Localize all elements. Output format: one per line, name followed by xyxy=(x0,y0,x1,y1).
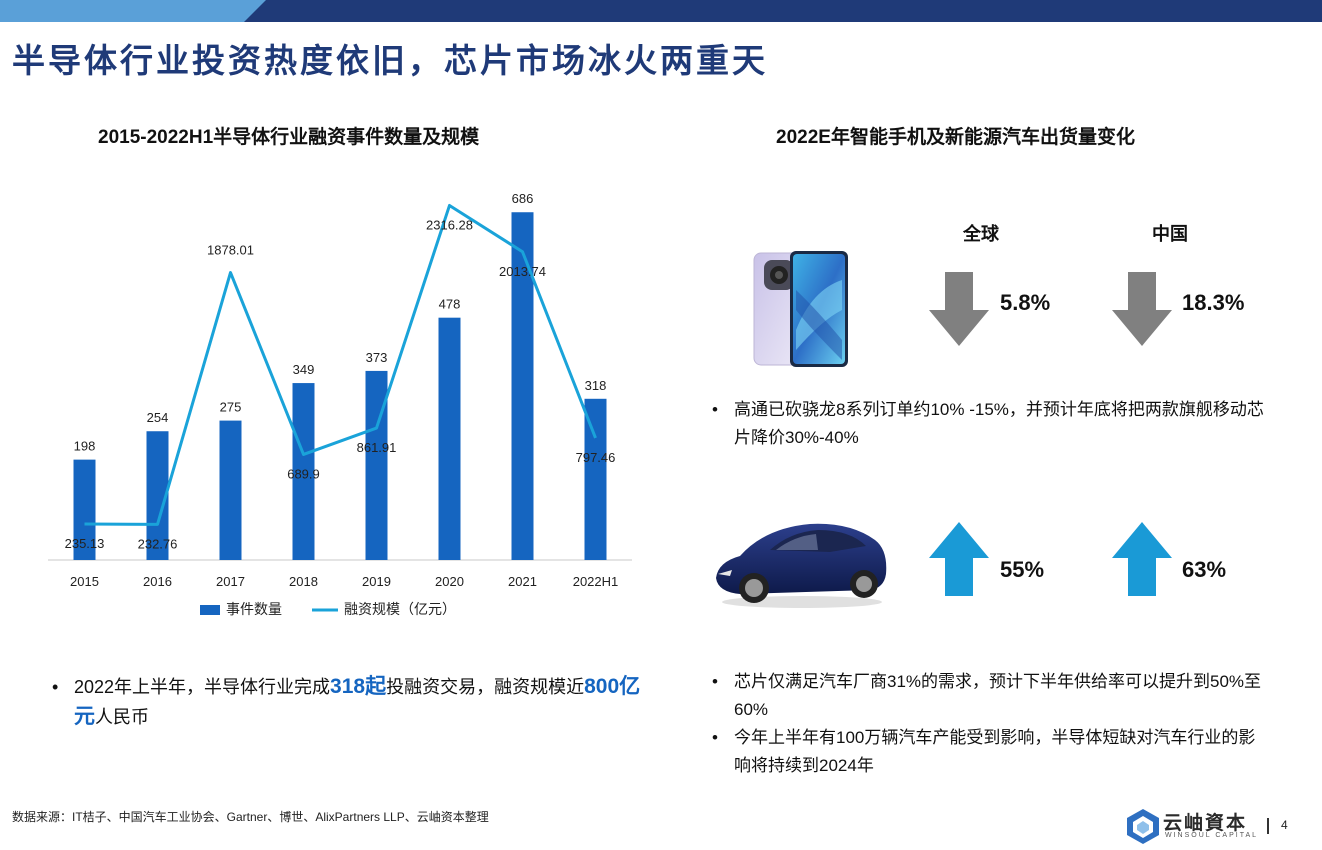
x-tick-2016: 2016 xyxy=(143,574,172,589)
car-bullet-text-2: 今年上半年有100万辆汽车产能受到影响，半导体短缺对汽车行业的影响将持续到202… xyxy=(734,728,1256,775)
line-label-2015: 235.13 xyxy=(65,536,105,551)
global-column-label: 全球 xyxy=(963,224,999,244)
top-banner xyxy=(0,0,1322,22)
car-bullet-item-2: • 今年上半年有100万辆汽车产能受到影响，半导体短缺对汽车行业的影响将持续到2… xyxy=(712,724,1272,780)
car-bullet-item-1: • 芯片仅满足汽车厂商31%的需求，预计下半年供给率可以提升到50%至60% xyxy=(712,668,1272,724)
line-label-2021: 2013.74 xyxy=(499,264,546,279)
bar-label-2017: 275 xyxy=(220,400,242,415)
electric-car-icon xyxy=(716,523,887,608)
top-banner-accent-tip xyxy=(244,0,266,22)
logo-text-cn: 云岫資本 xyxy=(1163,813,1248,834)
x-tick-2022H1: 2022H1 xyxy=(573,574,619,589)
logo-text-en: WINSOUL CAPITAL xyxy=(1165,832,1259,839)
car-bullet-text-1: 芯片仅满足汽车厂商31%的需求，预计下半年供给率可以提升到50%至60% xyxy=(734,672,1262,719)
x-tick-2015: 2015 xyxy=(70,574,99,589)
page-title: 半导体行业投资热度依旧，芯片市场冰火两重天 xyxy=(12,42,768,79)
left-bullet: • 2022年上半年，半导体行业完成318起投融资交易，融资规模近800亿元人民… xyxy=(52,672,652,732)
china-ev-change: 63% xyxy=(1182,557,1227,582)
bullet-dot: • xyxy=(712,728,718,747)
bullet-dot: • xyxy=(52,677,59,697)
bar-label-2019: 373 xyxy=(366,350,388,365)
page-number-separator xyxy=(1267,818,1269,834)
bullet-text-part1: 2022年上半年，半导体行业完成 xyxy=(74,677,331,697)
x-tick-2018: 2018 xyxy=(289,574,318,589)
line-label-2019: 861.91 xyxy=(357,440,397,455)
bar-2017 xyxy=(219,420,242,560)
logo-mark-icon xyxy=(1127,809,1159,844)
financing-combo-chart: 198 254 275 349 373 478 686 318 2015 2016 2017 2018… xyxy=(48,191,632,617)
car-bullets: • 芯片仅满足汽车厂商31%的需求，预计下半年供给率可以提升到50%至60% •… xyxy=(712,668,1272,780)
bar-label-2016: 254 xyxy=(147,410,169,425)
china-column-label: 中国 xyxy=(1152,224,1188,244)
global-phone-change: 5.8% xyxy=(1000,290,1051,315)
company-logo: 云岫資本 WINSOUL CAPITAL xyxy=(1125,806,1259,844)
bar-2019 xyxy=(365,370,388,560)
bar-2022H1 xyxy=(584,398,607,560)
bar-label-2015: 198 xyxy=(74,439,96,454)
x-tick-2017: 2017 xyxy=(216,574,245,589)
line-label-2017: 1878.01 xyxy=(207,243,254,258)
bar-label-2020: 478 xyxy=(439,297,461,312)
bar-label-2022H1: 318 xyxy=(585,378,607,393)
bullet-dot: • xyxy=(712,400,718,419)
x-tick-2019: 2019 xyxy=(362,574,391,589)
left-bullet-item: • 2022年上半年，半导体行业完成318起投融资交易，融资规模近800亿元人民… xyxy=(52,672,652,732)
legend-line-label: 融资规模（亿元） xyxy=(344,601,456,617)
bar-2016 xyxy=(146,431,169,560)
bar-2021 xyxy=(511,212,534,560)
bar-2018 xyxy=(292,383,315,560)
bullet-dot: • xyxy=(712,672,718,691)
legend-bar-swatch xyxy=(200,605,220,615)
phone-bullet-text: 高通已砍骁龙8系列订单约10% -15%，并预计年底将把两款旗舰移动芯片降价30… xyxy=(734,400,1264,447)
legend-bar-label: 事件数量 xyxy=(226,601,282,617)
financing-line xyxy=(84,203,597,526)
line-label-2020: 2316.28 xyxy=(426,217,473,232)
bar-label-2018: 349 xyxy=(293,362,315,377)
smartphone-icon xyxy=(753,251,848,367)
bar-label-2021: 686 xyxy=(512,191,534,206)
page-number: 4 xyxy=(1281,818,1288,832)
china-phone-down-arrow-icon xyxy=(1112,272,1172,346)
line-label-2018: 689.9 xyxy=(287,466,320,481)
bar-2015 xyxy=(73,459,96,560)
phone-bullet: • 高通已砍骁龙8系列订单约10% -15%，并预计年底将把两款旗舰移动芯片降价… xyxy=(712,396,1272,452)
phone-bullet-item: • 高通已砍骁龙8系列订单约10% -15%，并预计年底将把两款旗舰移动芯片降价… xyxy=(712,396,1272,452)
data-source-note: 数据来源：IT桔子、中国汽车工业协会、Gartner、博世、AlixPartne… xyxy=(12,810,489,824)
bullet-text-part2: 投融资交易，融资规模近 xyxy=(386,677,585,697)
top-banner-accent xyxy=(0,0,244,22)
chart-title: 2015-2022H1半导体行业融资事件数量及规模 xyxy=(98,127,480,148)
global-phone-down-arrow-icon xyxy=(929,272,989,346)
china-phone-change: 18.3% xyxy=(1182,290,1245,315)
right-section-title: 2022E年智能手机及新能源汽车出货量变化 xyxy=(776,127,1135,148)
bullet-highlight-deals: 318起 xyxy=(330,675,387,698)
line-label-2016: 232.76 xyxy=(138,536,178,551)
bullet-highlight-amount: 800亿元 xyxy=(74,675,641,728)
x-tick-2020: 2020 xyxy=(435,574,464,589)
global-ev-up-arrow-icon xyxy=(929,522,989,596)
bullet-text-part3: 人民币 xyxy=(95,707,149,727)
line-label-2022H1: 797.46 xyxy=(576,450,616,465)
china-ev-up-arrow-icon xyxy=(1112,522,1172,596)
x-tick-2021: 2021 xyxy=(508,574,537,589)
global-ev-change: 55% xyxy=(1000,557,1045,582)
bar-2020 xyxy=(438,317,461,560)
